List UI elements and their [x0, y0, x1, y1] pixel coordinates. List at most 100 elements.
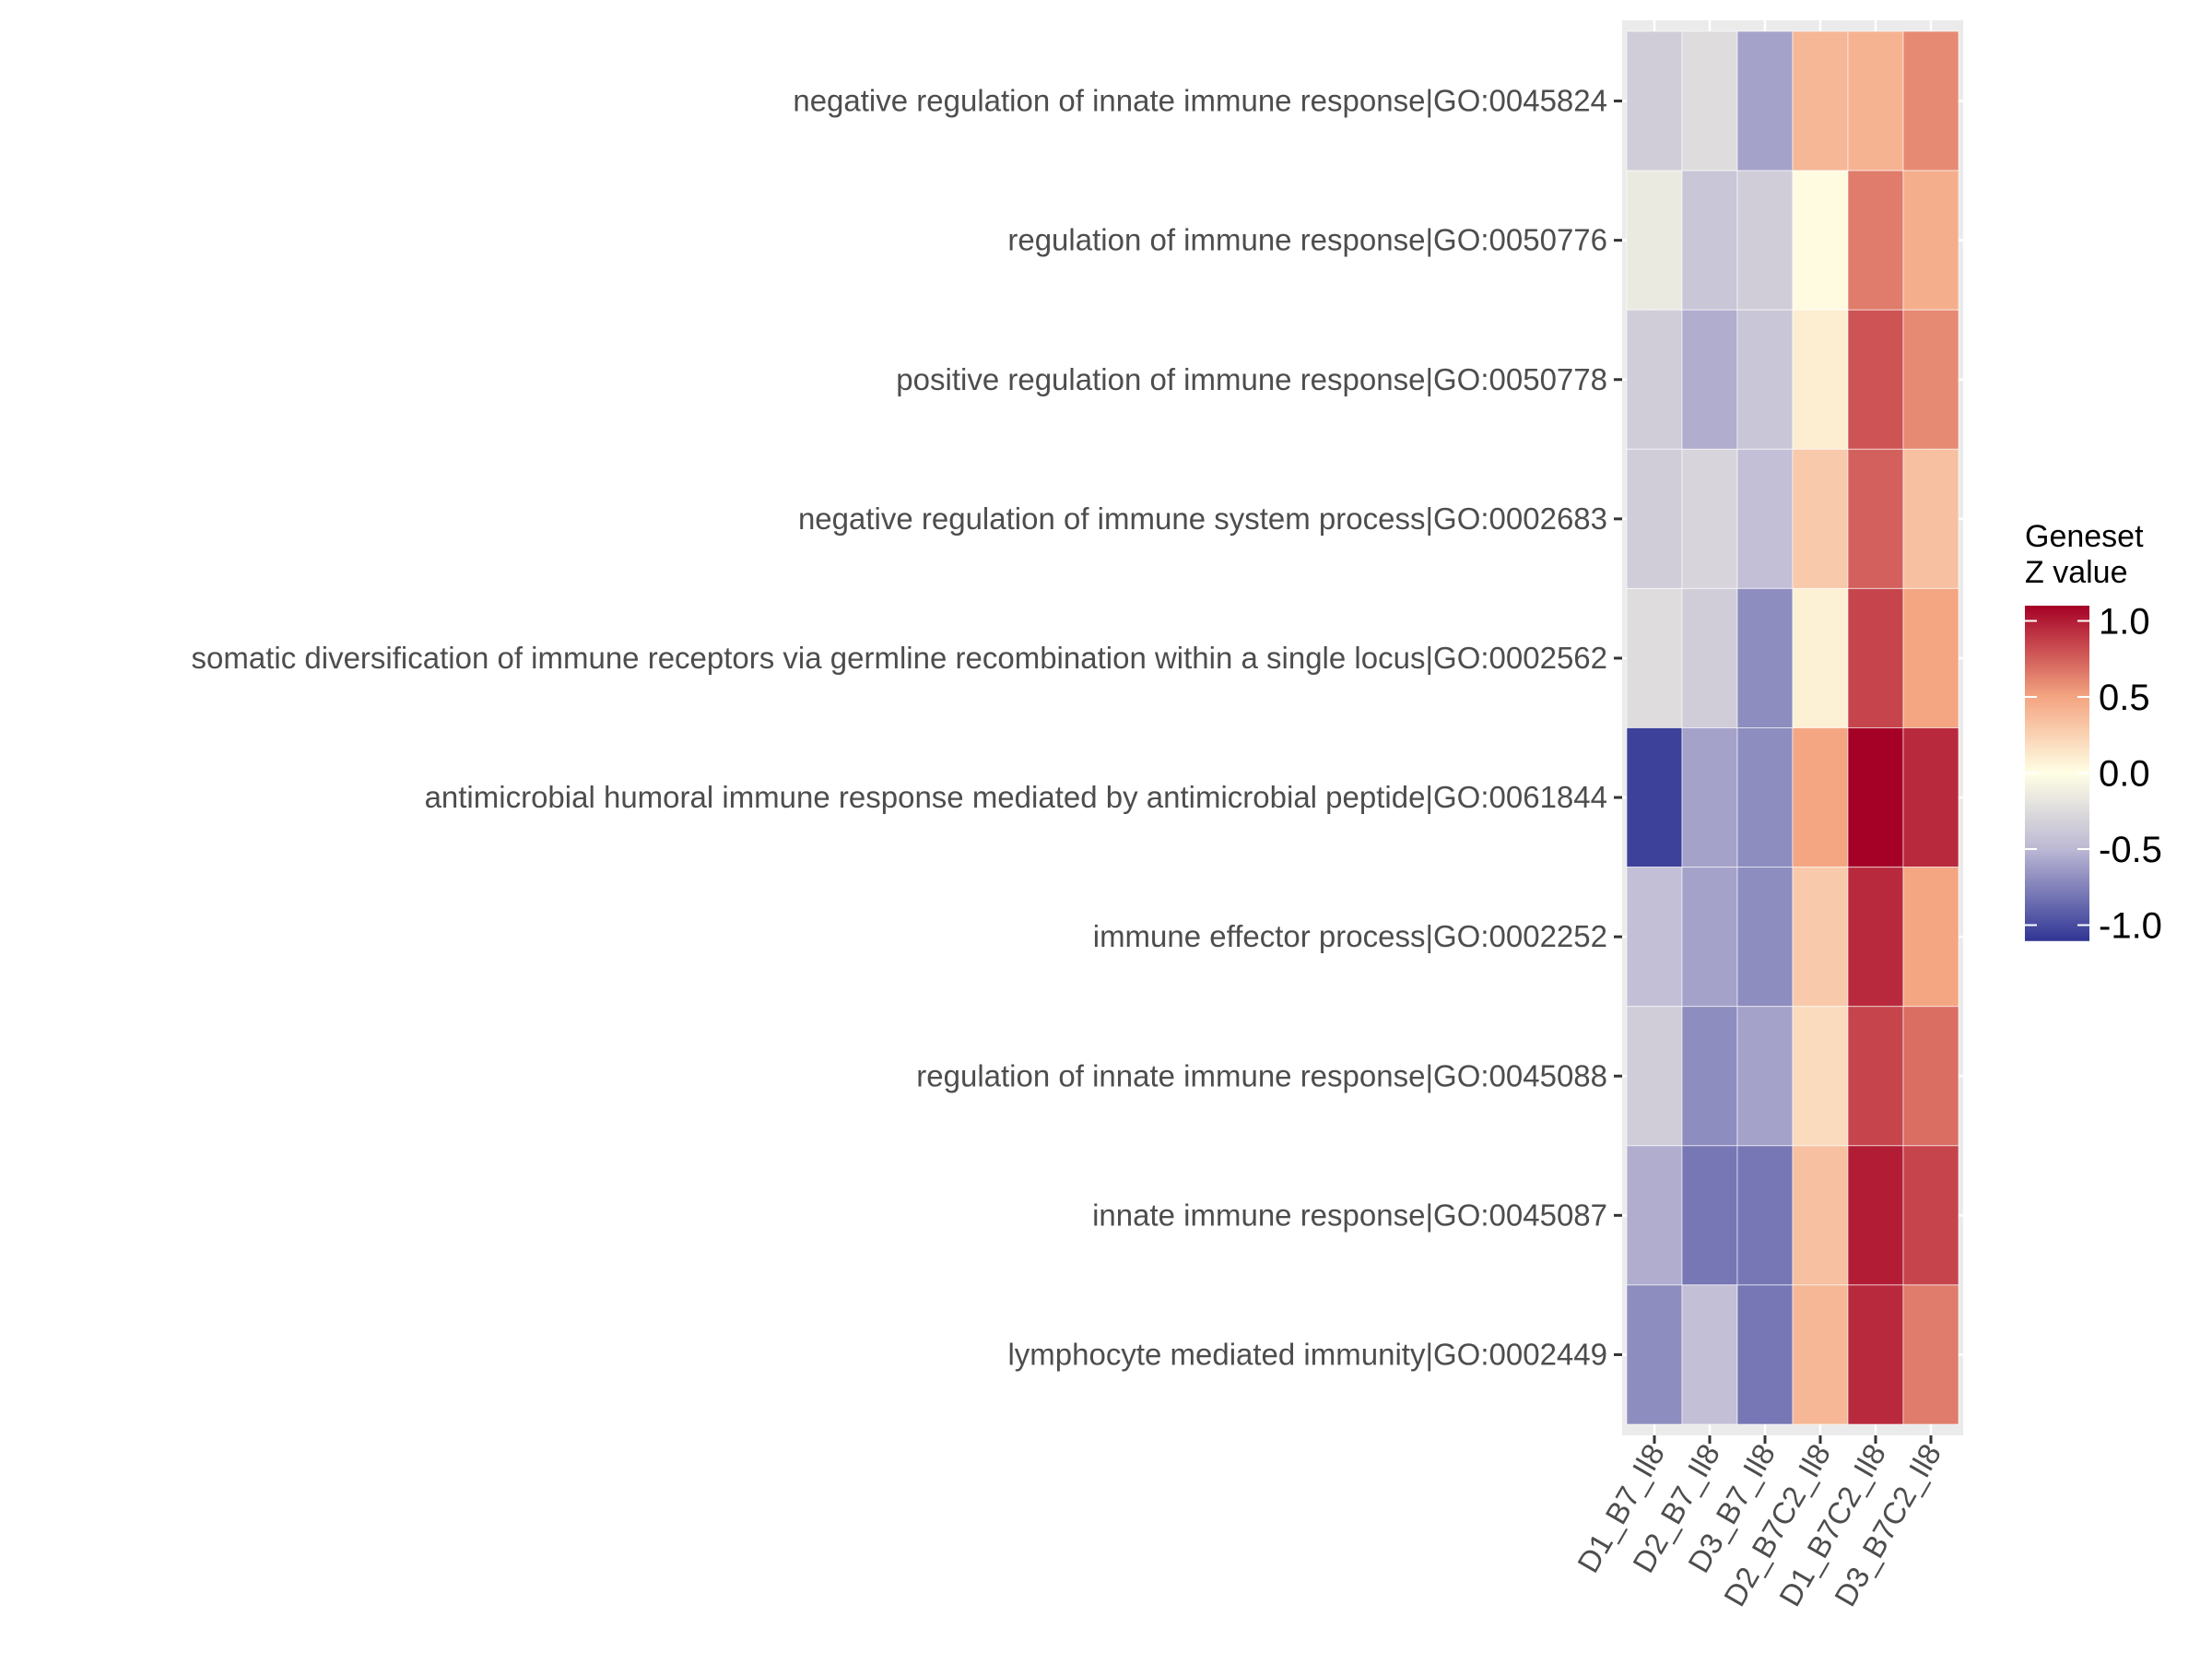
heatmap-cell [1681, 30, 1738, 171]
legend-color-segment [2025, 742, 2089, 747]
heatmap-cell [1792, 867, 1849, 1008]
legend-color-segment [2025, 675, 2089, 679]
legend-color-segment [2025, 664, 2089, 668]
heatmap-cell [1902, 587, 1959, 729]
heatmap-cell [1736, 30, 1794, 171]
heatmap-cell [1792, 1006, 1849, 1147]
legend-color-segment [2025, 917, 2089, 922]
legend-color-segment [2025, 895, 2089, 900]
legend-color-segment [2025, 680, 2089, 685]
heatmap-cell [1681, 309, 1738, 450]
legend-title-line-1: Geneset [2025, 519, 2144, 554]
legend-color-segment [2025, 832, 2089, 835]
legend-color-segment [2025, 915, 2089, 919]
legend-color-segment [2025, 840, 2089, 844]
legend-color-segment [2025, 834, 2089, 838]
legend-color-segment [2025, 750, 2089, 755]
legend-color-segment [2025, 691, 2089, 696]
legend-color-segment [2025, 753, 2089, 758]
legend-color-segment [2025, 825, 2089, 830]
legend-color-segment [2025, 789, 2089, 794]
legend-color-segment [2025, 731, 2089, 735]
heatmap-cell [1847, 587, 1904, 729]
legend-color-segment [2025, 669, 2089, 674]
heatmap-cell [1681, 587, 1738, 729]
heatmap-cell [1681, 1006, 1738, 1147]
legend-color-segment [2025, 931, 2089, 936]
legend-color-segment [2025, 714, 2089, 718]
heatmap-cell [1902, 727, 1959, 868]
legend-color-segment [2025, 843, 2089, 846]
legend-color-segment [2025, 848, 2089, 852]
heatmap-cell [1902, 1006, 1959, 1147]
legend-color-segment [2025, 770, 2089, 774]
heatmap-cell [1681, 170, 1738, 311]
legend-color-segment [2025, 795, 2089, 799]
heatmap-cell [1626, 727, 1683, 868]
legend-color-segment [2025, 631, 2089, 635]
legend-color-segment [2025, 644, 2089, 649]
legend-color-segment [2025, 859, 2089, 864]
legend-color-segment [2025, 876, 2089, 880]
legend-color-segment [2025, 617, 2089, 620]
heatmap-cell [1736, 727, 1794, 868]
legend-color-segment [2025, 870, 2089, 875]
heatmap-cell [1626, 587, 1683, 729]
row-label: somatic diversification of immune recept… [192, 641, 1607, 675]
heatmap-cell [1847, 170, 1904, 311]
legend-color-segment [2025, 820, 2089, 824]
heatmap-cell [1902, 309, 1959, 450]
legend-tick-label: 0.5 [2099, 678, 2150, 718]
legend-color-segment [2025, 614, 2089, 618]
legend-color-segment [2025, 720, 2089, 724]
heatmap-cell [1681, 867, 1738, 1008]
heatmap-cell [1736, 170, 1794, 311]
legend-color-segment [2025, 737, 2089, 740]
legend-color-segment [2025, 694, 2089, 699]
legend-color-segment [2025, 650, 2089, 655]
heatmap-cell [1736, 448, 1794, 589]
row-label: negative regulation of immune system pro… [798, 502, 1607, 536]
legend-color-segment [2025, 697, 2089, 702]
legend-color-segment [2025, 851, 2089, 856]
heatmap-cell [1681, 1145, 1738, 1286]
legend-color-segment [2025, 887, 2089, 891]
legend-color-segment [2025, 767, 2089, 772]
heatmap-cell [1626, 1006, 1683, 1147]
heatmap-cell [1902, 30, 1959, 171]
legend-color-segment [2025, 728, 2089, 732]
legend-color-segment [2025, 797, 2089, 802]
legend-color-segment [2025, 705, 2089, 710]
legend-color-segment [2025, 717, 2089, 721]
legend-color-segment [2025, 683, 2089, 688]
legend-color-segment [2025, 879, 2089, 883]
legend-color-segment [2025, 655, 2089, 660]
legend-color-segment [2025, 761, 2089, 766]
legend-color-segment [2025, 865, 2089, 869]
row-label: lymphocyte mediated immunity|GO:0002449 [1007, 1337, 1607, 1371]
legend-color-segment [2025, 625, 2089, 629]
legend-color-segment [2025, 608, 2089, 612]
legend-color-segment [2025, 806, 2089, 810]
heatmap-cell [1626, 30, 1683, 171]
legend-color-segment [2025, 647, 2089, 652]
row-label: regulation of innate immune response|GO:… [916, 1058, 1607, 1092]
legend-color-segment [2025, 764, 2089, 769]
heatmap-cell [1736, 309, 1794, 450]
legend-tick-label: 1.0 [2099, 602, 2150, 643]
legend-color-segment [2025, 909, 2089, 914]
legend-color-segment [2025, 906, 2089, 911]
heatmap-cell [1736, 867, 1794, 1008]
legend-color-segment [2025, 903, 2089, 908]
row-label: innate immune response|GO:0045087 [1092, 1198, 1607, 1232]
legend-color-segment [2025, 912, 2089, 916]
legend-color-segment [2025, 800, 2089, 805]
heatmap-cell [1736, 1006, 1794, 1147]
heatmap-cell [1792, 30, 1849, 171]
legend-color-segment [2025, 784, 2089, 788]
legend-color-segment [2025, 881, 2089, 886]
legend-color-segment [2025, 628, 2089, 632]
legend-color-segment [2025, 661, 2089, 666]
